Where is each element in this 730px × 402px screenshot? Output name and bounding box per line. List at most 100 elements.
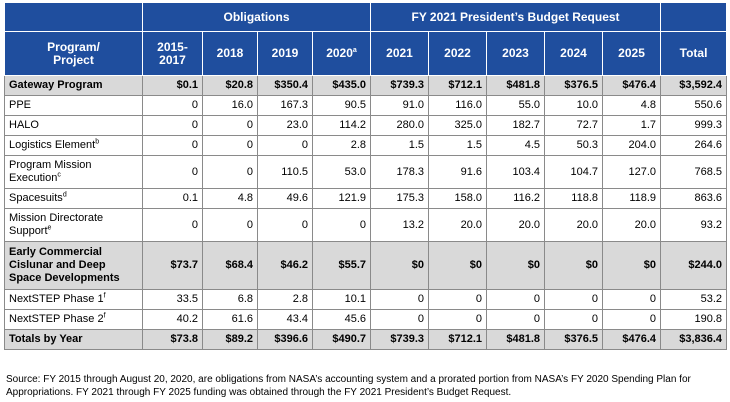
table-row: Program Mission Executionc 0 0 110.5 53.0 178… [4, 155, 728, 189]
value-cell: 0 [202, 208, 258, 242]
row-label: PPE [9, 99, 32, 111]
value-cell: 72.7 [544, 115, 603, 136]
value-cell: 0 [142, 208, 203, 242]
value-cell: $376.5 [544, 329, 603, 350]
table-row: NextSTEP Phase 2f 40.2 61.6 43.4 45.6 0 0 0 0 0 19… [4, 309, 728, 330]
value-cell: 10.1 [312, 289, 371, 310]
value-cell: 91.6 [428, 155, 487, 189]
table-row: Gateway Program $0.1 $20.8 $350.4 $435.0 $739… [4, 75, 728, 96]
year-label: 2020 [326, 46, 353, 60]
row-label: Early Commercial Cislunar and Deep Space… [9, 246, 120, 284]
row-label-cell: NextSTEP Phase 2f [4, 309, 143, 330]
year-header-row: Program/ Project 2015- 2017 2018 2019 2020a… [4, 31, 728, 76]
value-cell: 0 [486, 309, 545, 330]
value-cell: 1.7 [601, 115, 662, 136]
value-cell: 2.8 [312, 135, 371, 156]
value-cell: 104.7 [544, 155, 603, 189]
table-row: PPE 0 16.0 167.3 90.5 91.0 116.0 55.0 10.0 4.8 550… [4, 95, 728, 116]
year-label: 2023 [502, 46, 529, 60]
value-cell: 20.0 [486, 208, 545, 242]
program-project-label: Program/ Project [47, 39, 100, 67]
row-label: NextSTEP Phase 1 [9, 293, 104, 305]
table-row: Mission Directorate Supporte 0 0 0 0 13.2 20.0… [4, 208, 728, 242]
value-cell: 10.0 [544, 95, 603, 116]
value-cell: 0 [202, 155, 258, 189]
row-label-cell: Totals by Year [4, 329, 143, 350]
obligations-group-header: Obligations [142, 2, 371, 32]
value-cell: 182.7 [486, 115, 545, 136]
value-cell: 118.9 [601, 188, 662, 209]
value-cell: $0 [544, 241, 603, 290]
value-cell: 0 [601, 309, 662, 330]
source-note: Source: FY 2015 through August 20, 2020,… [6, 374, 691, 398]
row-label-cell: Gateway Program [4, 75, 143, 96]
year-header-0: 2015- 2017 [142, 31, 203, 76]
value-cell: $435.0 [312, 75, 371, 96]
value-cell: 0 [142, 95, 203, 116]
value-cell: 0 [486, 289, 545, 310]
year-label: 2025 [618, 46, 645, 60]
value-cell: 121.9 [312, 188, 371, 209]
value-cell: 0 [142, 135, 203, 156]
value-cell: $46.2 [257, 241, 313, 290]
table-row: NextSTEP Phase 1f 33.5 6.8 2.8 10.1 0 0 0 0 0 53.2 [4, 289, 728, 310]
value-cell: $396.6 [257, 329, 313, 350]
value-cell: 90.5 [312, 95, 371, 116]
year-label: 2018 [216, 46, 244, 60]
footnote-marker: b [95, 138, 100, 146]
value-cell: $376.5 [544, 75, 603, 96]
header-blank-total-cell [660, 2, 728, 32]
year-header-2: 2019 [257, 31, 313, 76]
value-cell: $3,592.4 [660, 75, 728, 96]
value-cell: 264.6 [660, 135, 728, 156]
value-cell: 20.0 [601, 208, 662, 242]
year-header-8: 2025 [601, 31, 662, 76]
row-label-cell: HALO [4, 115, 143, 136]
value-cell: 23.0 [257, 115, 313, 136]
value-cell: 43.4 [257, 309, 313, 330]
table-row: Totals by Year $73.8 $89.2 $396.6 $490.7 $739… [4, 329, 728, 350]
value-cell: 863.6 [660, 188, 728, 209]
table-row: HALO 0 0 23.0 114.2 280.0 325.0 182.7 72.7 1.7 999… [4, 115, 728, 136]
row-label: Totals by Year [9, 333, 83, 345]
row-label: NextSTEP Phase 2 [9, 313, 104, 325]
value-cell: 45.6 [312, 309, 371, 330]
year-header-6: 2023 [486, 31, 545, 76]
value-cell: 1.5 [428, 135, 487, 156]
gateway-budget-table: Obligations FY 2021 President’s Budget R… [4, 2, 728, 350]
value-cell: $0 [370, 241, 429, 290]
row-label: Mission Directorate Support [9, 212, 104, 237]
row-label-cell: Spacesuitsd [4, 188, 143, 209]
value-cell: 49.6 [257, 188, 313, 209]
year-label: 2015- 2017 [157, 39, 188, 67]
value-cell: 158.0 [428, 188, 487, 209]
year-label: 2024 [560, 46, 587, 60]
value-cell: 0 [202, 115, 258, 136]
value-cell: 768.5 [660, 155, 728, 189]
value-cell: $244.0 [660, 241, 728, 290]
value-cell: $739.3 [370, 75, 429, 96]
footnote-marker: f [103, 312, 106, 320]
value-cell: 325.0 [428, 115, 487, 136]
value-cell: 116.0 [428, 95, 487, 116]
budget-request-group-header: FY 2021 President’s Budget Request [369, 2, 662, 32]
value-cell: 204.0 [601, 135, 662, 156]
value-cell: $73.7 [142, 241, 203, 290]
value-cell: 55.0 [486, 95, 545, 116]
value-cell: 40.2 [142, 309, 203, 330]
value-cell: 61.6 [202, 309, 258, 330]
table-row: Spacesuitsd 0.1 4.8 49.6 121.9 175.3 158.0 116.… [4, 188, 728, 209]
value-cell: $481.8 [486, 75, 545, 96]
value-cell: 16.0 [202, 95, 258, 116]
footnote-marker: f [103, 292, 106, 300]
value-cell: 0 [428, 289, 487, 310]
year-label: Total [679, 46, 708, 60]
value-cell: 110.5 [257, 155, 313, 189]
value-cell: $3,836.4 [660, 329, 728, 350]
year-header-7: 2024 [544, 31, 603, 76]
table-row: Early Commercial Cislunar and Deep Space… [4, 241, 728, 290]
row-label-cell: Logistics Elementb [4, 135, 143, 156]
value-cell: 0 [202, 135, 258, 156]
value-cell: 50.3 [544, 135, 603, 156]
value-cell: 999.3 [660, 115, 728, 136]
